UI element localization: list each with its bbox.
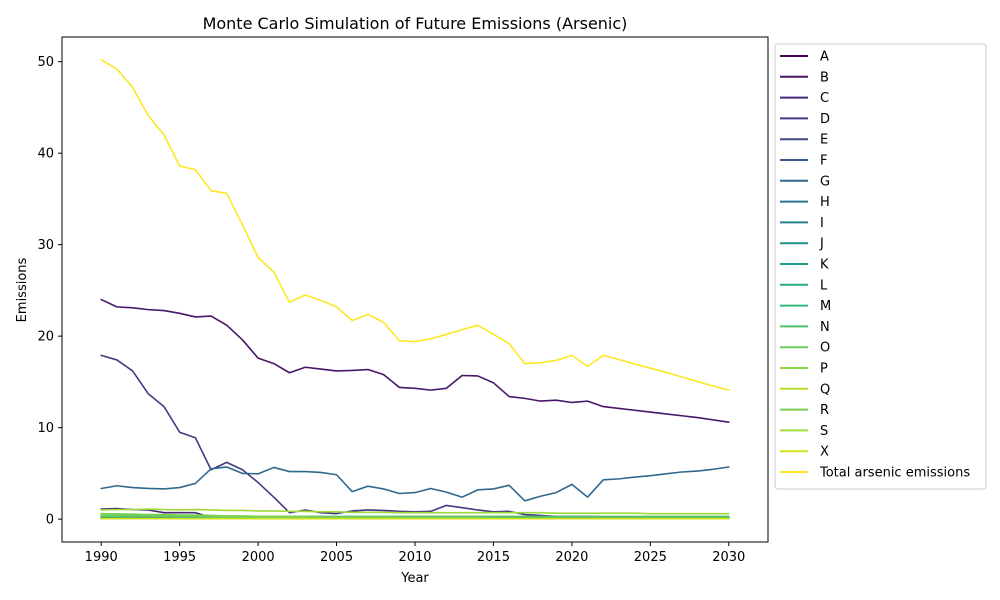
x-tick-label: 2015	[477, 550, 510, 565]
legend-label: B	[820, 70, 829, 85]
y-axis-label: Emissions	[15, 257, 30, 322]
legend-label: J	[819, 237, 824, 252]
y-tick-label: 40	[37, 147, 54, 162]
x-tick-label: 2025	[634, 550, 667, 565]
x-tick-label: 1990	[85, 550, 118, 565]
legend-label: L	[820, 278, 828, 293]
y-tick-label: 50	[37, 55, 54, 70]
y-tick-label: 20	[37, 330, 54, 345]
legend-box	[774, 43, 987, 490]
legend-label: R	[820, 403, 829, 418]
series-line-7	[100, 466, 730, 502]
x-tick-label: 2020	[555, 550, 588, 565]
x-axis: 1990 1995 2000 2005 2010 2015 2020 2025 2030	[85, 542, 745, 565]
legend-label: I	[820, 216, 824, 231]
legend-label: N	[820, 320, 830, 335]
x-tick-label: 2000	[242, 550, 275, 565]
x-axis-label: Year	[400, 571, 429, 586]
legend-label: M	[820, 299, 831, 314]
chart-title: Monte Carlo Simulation of Future Emissio…	[203, 14, 628, 33]
x-tick-label: 2030	[712, 550, 745, 565]
legend-label: P	[820, 362, 828, 377]
plot-lines	[100, 59, 730, 520]
series-line-2	[100, 298, 730, 423]
series-line-19	[100, 508, 730, 515]
x-tick-label: 2005	[320, 550, 353, 565]
legend-label: X	[820, 445, 829, 460]
legend-label: C	[820, 91, 829, 106]
legend-label: S	[820, 424, 828, 439]
series-line-21	[100, 59, 730, 391]
y-axis: 0 10 20 30 40 50	[37, 55, 62, 528]
legend-label: G	[820, 174, 830, 189]
x-tick-label: 1995	[163, 550, 196, 565]
legend-label: D	[820, 112, 830, 127]
y-tick-label: 0	[46, 513, 54, 528]
legend-label: Q	[820, 382, 830, 397]
legend-label: F	[820, 154, 827, 169]
legend-label: K	[820, 258, 829, 273]
legend-label: E	[820, 133, 828, 148]
legend-label: Total arsenic emissions	[819, 466, 970, 481]
y-tick-label: 30	[37, 238, 54, 253]
y-tick-label: 10	[37, 421, 54, 436]
legend-label: H	[820, 195, 830, 210]
x-tick-label: 2010	[398, 550, 431, 565]
legend-label: A	[820, 50, 829, 65]
legend-label: O	[820, 341, 830, 356]
